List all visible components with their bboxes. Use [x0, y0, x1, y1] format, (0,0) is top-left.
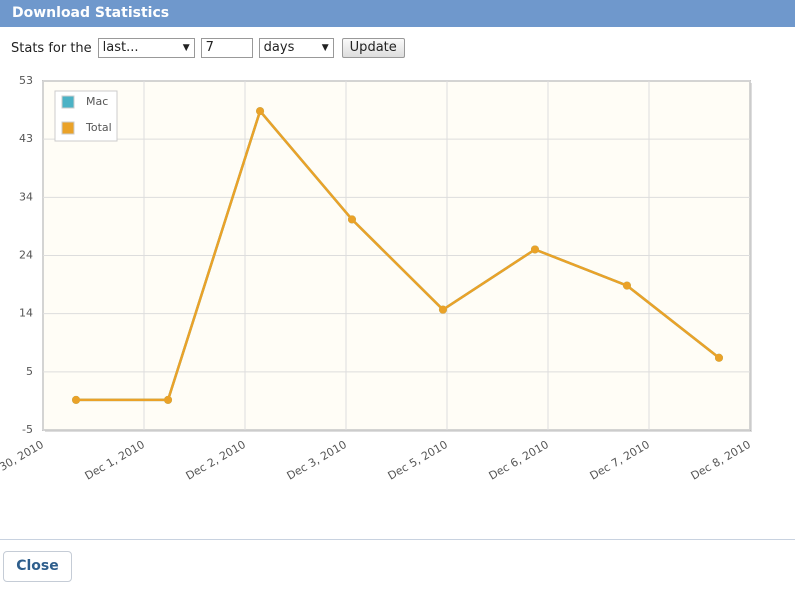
x-tick-label: Dec 1, 2010 [83, 438, 147, 483]
x-tick-label: Dec 2, 2010 [184, 438, 248, 483]
x-tick-label: Dec 6, 2010 [487, 438, 551, 483]
point [530, 245, 539, 254]
count-input[interactable]: 7 [200, 38, 253, 58]
legend: Mac Total [54, 90, 118, 142]
line [76, 108, 720, 402]
controls: Stats for the last... 7 days Update [11, 37, 405, 59]
point [347, 215, 356, 224]
legend-swatch [61, 95, 75, 109]
point [72, 395, 81, 404]
x-tick-label: Nov 30, 2010 [0, 438, 46, 486]
point [622, 281, 631, 290]
range-select[interactable]: last... [97, 38, 195, 58]
unit-select[interactable]: days [258, 38, 334, 58]
y-tick-label: 53 [19, 74, 33, 87]
y-tick-label: 34 [19, 190, 33, 203]
y-tick-label: 24 [19, 249, 33, 262]
x-tick-label: Dec 7, 2010 [588, 438, 652, 483]
x-tick-label: Dec 8, 2010 [689, 438, 753, 483]
point [256, 107, 265, 116]
legend-swatch [61, 121, 75, 135]
point [164, 395, 173, 404]
separator [0, 539, 795, 540]
dialog-title: Download Statistics [0, 0, 795, 27]
update-button[interactable]: Update [341, 38, 405, 58]
stats-label: Stats for the [11, 40, 92, 56]
x-tick-label: Dec 3, 2010 [285, 438, 349, 483]
chart: -5 5 14 24 34 43 53 Nov 30, 2010 Dec 1, 2010 Dec … [0, 74, 753, 486]
x-tick-label: Dec 5, 2010 [386, 438, 450, 483]
y-tick-label: 5 [26, 365, 33, 378]
y-tick-label: 43 [19, 132, 33, 145]
legend-label: Mac [86, 95, 108, 108]
point [438, 305, 447, 314]
legend-label: Total [85, 121, 112, 134]
point [714, 353, 723, 362]
y-tick-label: 14 [19, 307, 33, 320]
y-tick-label: -5 [22, 423, 33, 436]
close-button[interactable]: Close [3, 551, 72, 582]
